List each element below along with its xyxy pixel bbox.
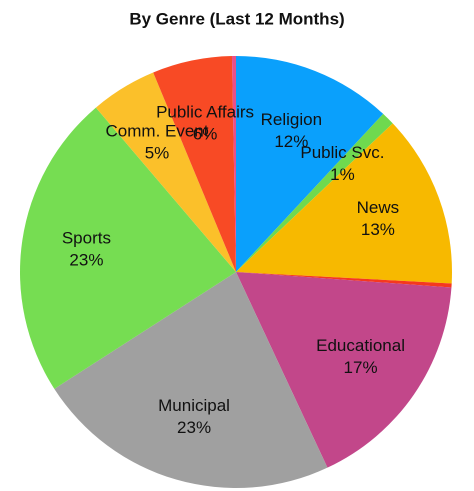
pie-slice bbox=[236, 123, 452, 284]
pie-slice bbox=[153, 56, 236, 272]
pie-slice bbox=[236, 272, 452, 468]
value-label: 23% bbox=[69, 250, 103, 269]
value-label: 6% bbox=[193, 124, 218, 143]
pie-slice bbox=[236, 113, 393, 272]
pie-slice bbox=[231, 56, 236, 272]
pie-slice bbox=[95, 72, 236, 272]
slice-label: Public Affairs bbox=[156, 102, 254, 121]
value-label: 1% bbox=[330, 165, 355, 184]
value-label: 12% bbox=[274, 132, 308, 151]
slice-label: Comm. Event bbox=[106, 122, 209, 141]
pie-slice bbox=[236, 56, 384, 272]
slice-label: Educational bbox=[316, 336, 405, 355]
value-label: 5% bbox=[145, 144, 170, 163]
chart-title: By Genre (Last 12 Months) bbox=[129, 9, 344, 28]
pie-slice bbox=[236, 272, 452, 288]
value-label: 23% bbox=[177, 418, 211, 437]
slice-label: Public Svc. bbox=[300, 143, 384, 162]
value-label: 17% bbox=[344, 358, 378, 377]
slice-label: News bbox=[357, 198, 400, 217]
pie-slice bbox=[19, 107, 236, 389]
value-label: 13% bbox=[361, 220, 395, 239]
slice-label: Religion bbox=[261, 110, 322, 129]
slice-label: Municipal bbox=[158, 396, 230, 415]
slice-label: Sports bbox=[62, 228, 111, 247]
pie-slice bbox=[54, 272, 328, 489]
